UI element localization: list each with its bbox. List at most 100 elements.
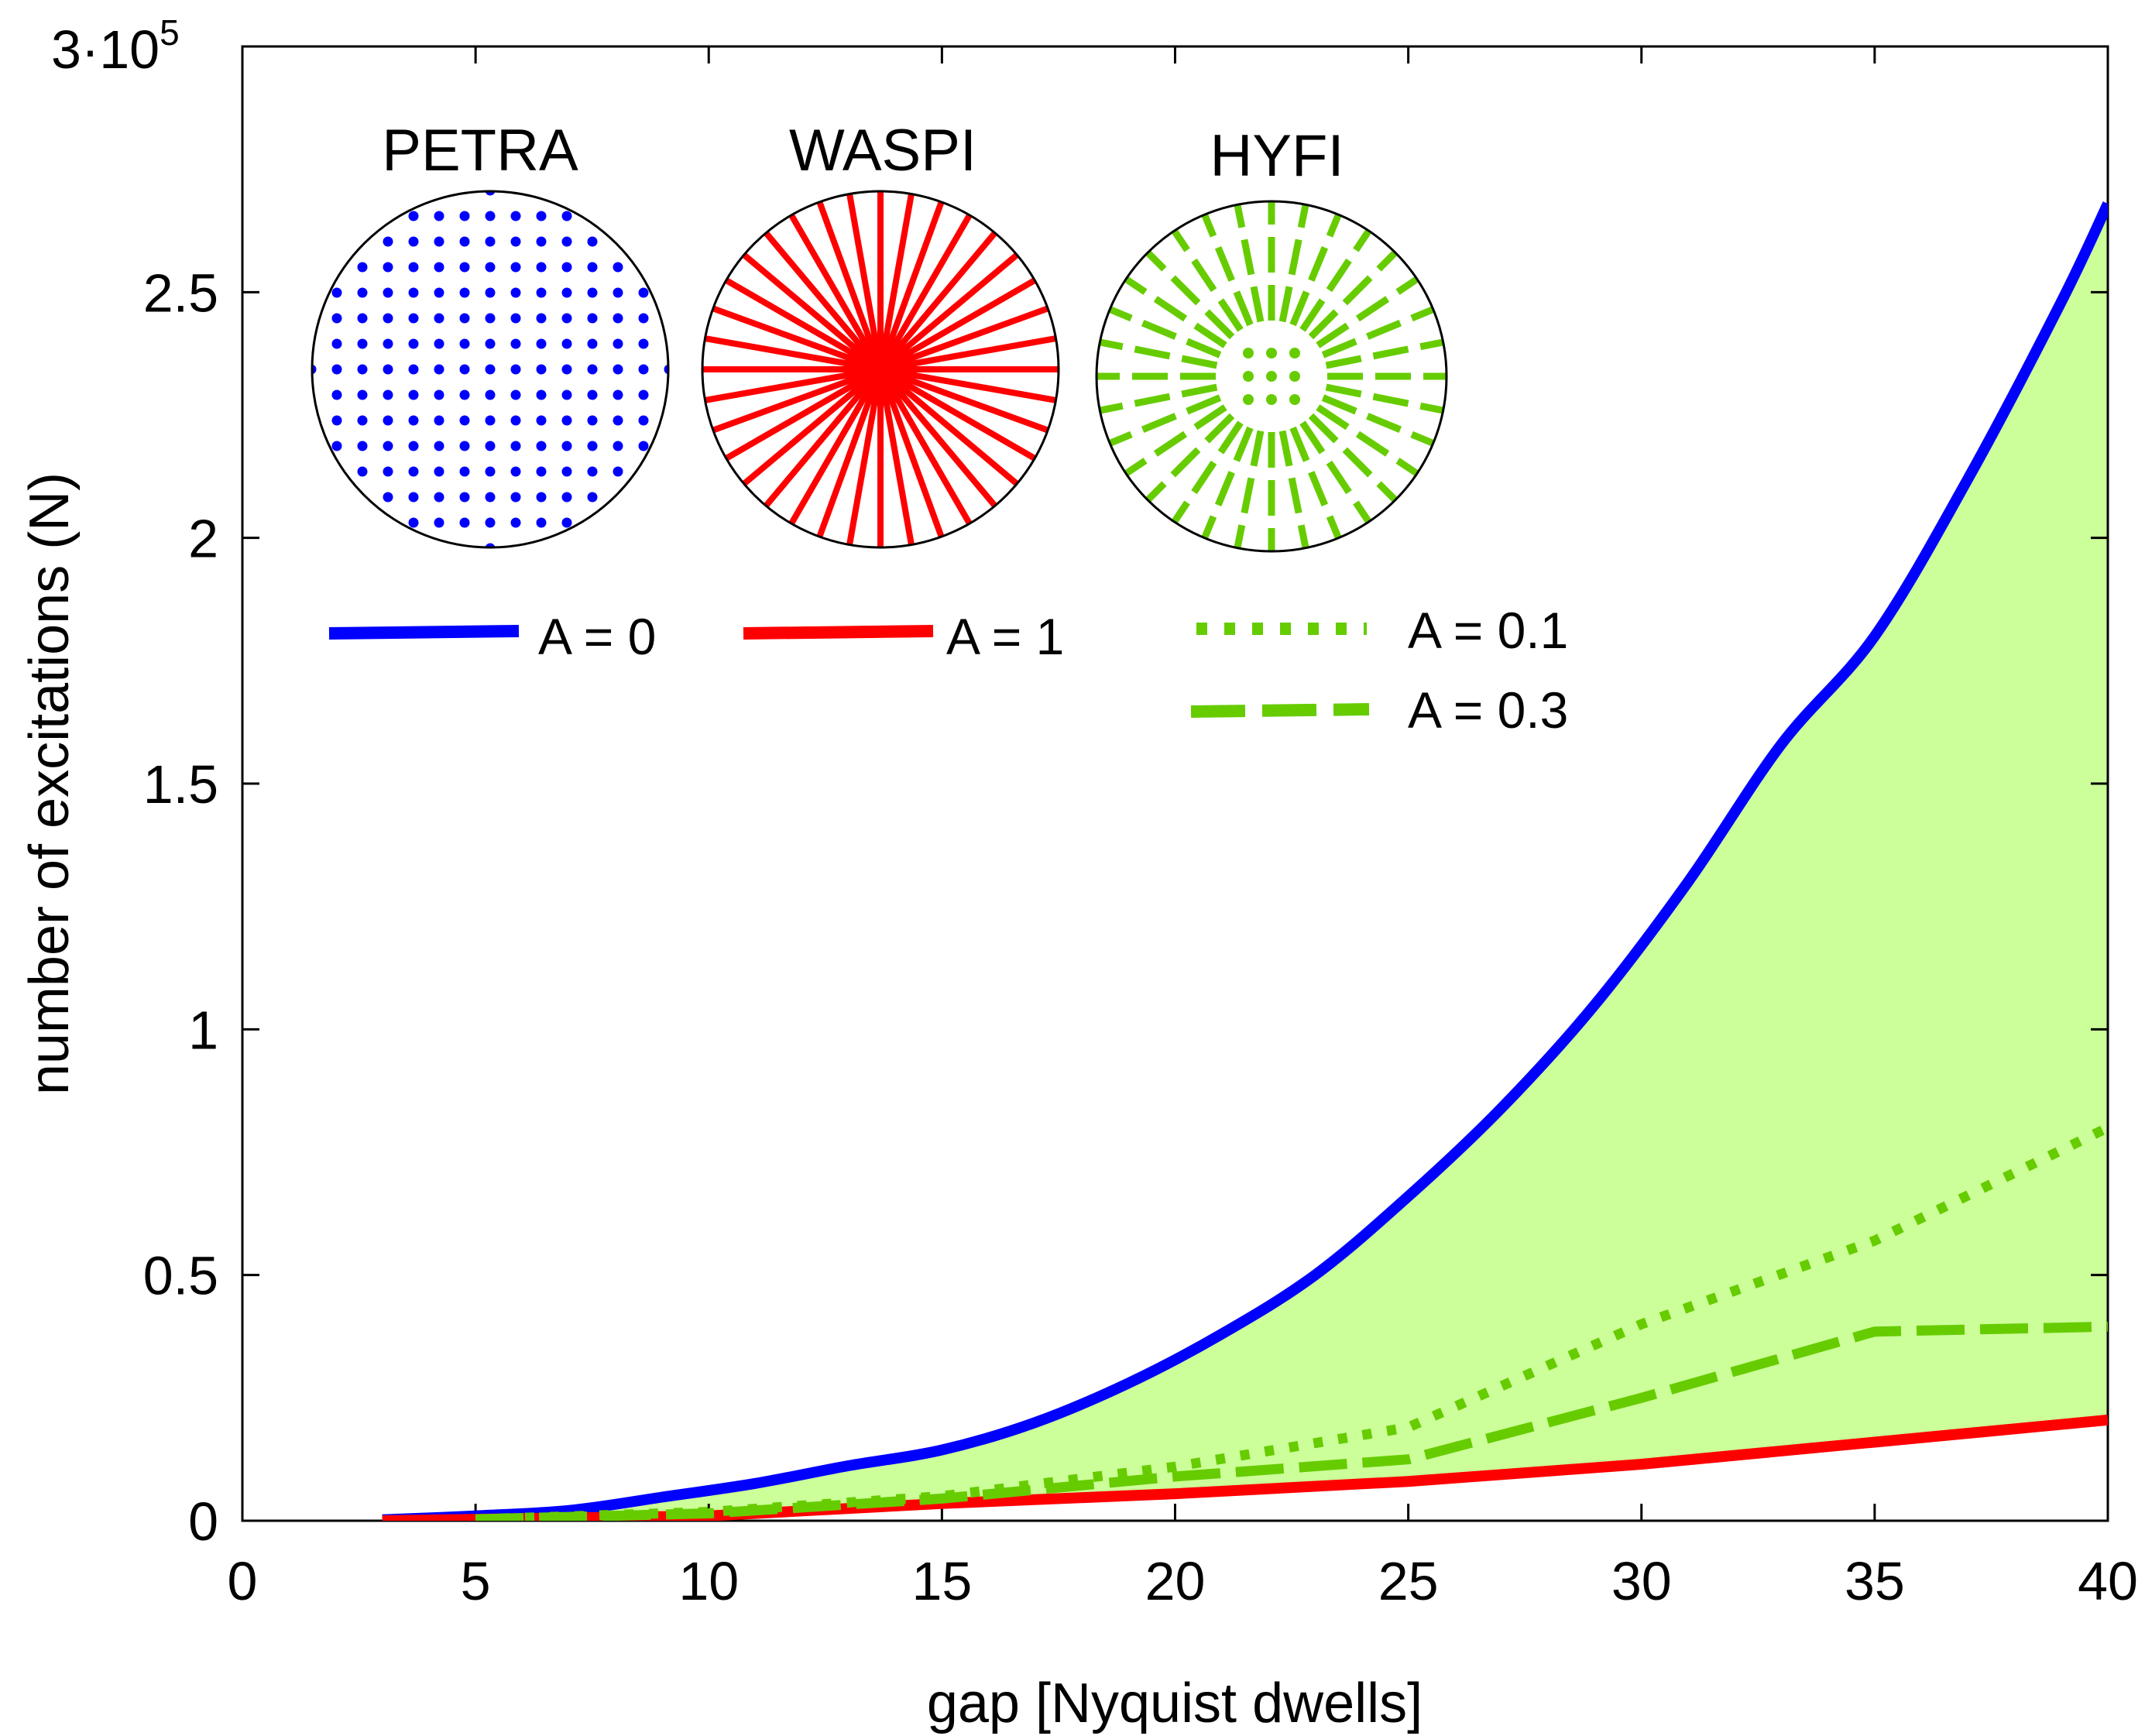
hyfi-spoke bbox=[1308, 413, 1398, 503]
petra-dot bbox=[536, 211, 547, 221]
waspi-spoke bbox=[877, 193, 915, 370]
hyfi-spoke bbox=[1124, 276, 1227, 348]
petra-dot bbox=[510, 441, 521, 451]
waspi-spoke bbox=[704, 366, 881, 403]
petra-dot bbox=[357, 415, 368, 426]
petra-dot bbox=[536, 441, 547, 451]
petra-dot bbox=[587, 466, 598, 477]
hyfi-spoke bbox=[1145, 413, 1235, 503]
petra-dot bbox=[587, 441, 598, 451]
waspi-spoke bbox=[879, 366, 1049, 434]
petra-dot bbox=[434, 236, 444, 247]
petra-dot bbox=[459, 492, 470, 503]
legend-label-a1: A = 1 bbox=[946, 608, 1064, 665]
petra-dot bbox=[561, 364, 572, 375]
axis-ticks bbox=[241, 45, 2109, 1522]
petra-dot bbox=[408, 236, 419, 247]
petra-dot bbox=[510, 313, 521, 324]
waspi-spoke bbox=[816, 368, 884, 538]
petra-dot bbox=[561, 287, 572, 298]
petra-dot bbox=[485, 389, 496, 400]
hyfi-spoke bbox=[1325, 383, 1444, 414]
hyfi-spoke bbox=[1124, 404, 1227, 477]
waspi-spoke bbox=[742, 252, 883, 372]
hyfi-spoke bbox=[1321, 306, 1435, 359]
petra-dot bbox=[357, 441, 368, 451]
petra-dot bbox=[331, 287, 342, 298]
petra-dot bbox=[561, 389, 572, 400]
hyfi-center-dot bbox=[1243, 371, 1254, 382]
legend-swatch-a1 bbox=[743, 625, 934, 640]
y-tick-labels: 0 0.5 1 1.5 2 2.5 bbox=[143, 262, 218, 1552]
petra-dot bbox=[536, 338, 547, 349]
petra-dot bbox=[638, 338, 649, 349]
waspi-spoke bbox=[788, 213, 884, 371]
petra-dot bbox=[408, 517, 419, 528]
waspi-spoke bbox=[724, 366, 882, 461]
petra-dot bbox=[434, 287, 444, 298]
waspi-spoke bbox=[877, 368, 945, 538]
petra-dot bbox=[536, 389, 547, 400]
petra-dot bbox=[638, 441, 649, 451]
petra-dot bbox=[485, 415, 496, 426]
petra-dot bbox=[561, 338, 572, 349]
petra-dot bbox=[613, 389, 623, 400]
hyfi-spoke bbox=[1321, 394, 1435, 447]
petra-dot bbox=[383, 313, 393, 324]
hyfi-spoke bbox=[1278, 430, 1309, 549]
x-tick-label: 20 bbox=[1145, 1551, 1206, 1611]
x-tick-label: 10 bbox=[678, 1551, 739, 1611]
petra-dot bbox=[638, 364, 649, 375]
petra-dot bbox=[587, 338, 598, 349]
petra-dot bbox=[434, 517, 444, 528]
petra-dot bbox=[459, 466, 470, 477]
petra-dot bbox=[561, 313, 572, 324]
waspi-spoke bbox=[704, 335, 881, 372]
waspi-spoke bbox=[878, 366, 1019, 486]
petra-trajectory-icon bbox=[312, 191, 668, 547]
petra-dot bbox=[510, 338, 521, 349]
petra-dot bbox=[459, 338, 470, 349]
hyfi-spoke bbox=[1316, 404, 1419, 477]
petra-dot bbox=[383, 389, 393, 400]
series-lines bbox=[382, 201, 2108, 1521]
petra-dot bbox=[434, 389, 444, 400]
y-tick-label: 1 bbox=[188, 1000, 218, 1060]
petra-dot bbox=[383, 287, 393, 298]
petra-dot bbox=[536, 262, 547, 273]
waspi-spoke bbox=[724, 277, 882, 372]
hyfi-center-dot bbox=[1266, 348, 1277, 359]
petra-dot bbox=[485, 517, 496, 528]
petra-dot bbox=[434, 364, 444, 375]
insets: PETRA WASPI HYFI bbox=[311, 118, 1448, 553]
petra-dot bbox=[357, 262, 368, 273]
petra-dot bbox=[638, 313, 649, 324]
petra-dot bbox=[536, 364, 547, 375]
petra-dot bbox=[587, 236, 598, 247]
hyfi-spoke bbox=[1299, 228, 1372, 332]
waspi-spoke bbox=[712, 366, 882, 434]
petra-dot bbox=[613, 441, 623, 451]
hyfi-spoke bbox=[1171, 420, 1244, 524]
petra-dot bbox=[408, 466, 419, 477]
petra-dot bbox=[408, 338, 419, 349]
petra-dot bbox=[434, 338, 444, 349]
petra-dot bbox=[485, 262, 496, 273]
petra-dot bbox=[434, 313, 444, 324]
waspi-spoke bbox=[877, 213, 973, 371]
legend-label-a01: A = 0.1 bbox=[1408, 602, 1568, 659]
petra-dot bbox=[459, 262, 470, 273]
petra-dot bbox=[357, 313, 368, 324]
petra-dot bbox=[434, 441, 444, 451]
petra-dot bbox=[434, 211, 444, 221]
petra-dot bbox=[561, 492, 572, 503]
hyfi-spoke bbox=[1289, 426, 1342, 540]
petra-dot bbox=[536, 415, 547, 426]
petra-dot bbox=[613, 338, 623, 349]
y-tick-label: 0.5 bbox=[143, 1246, 218, 1306]
petra-dot bbox=[613, 287, 623, 298]
hyfi-spoke bbox=[1145, 250, 1235, 340]
hyfi-center-dot bbox=[1289, 348, 1300, 359]
y-tick-label: 2.5 bbox=[143, 262, 218, 323]
